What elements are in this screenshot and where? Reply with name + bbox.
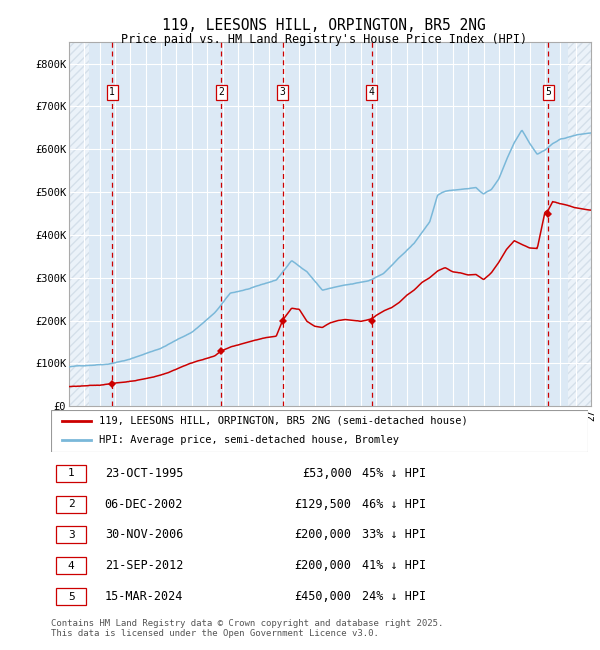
Text: 5: 5	[68, 592, 74, 602]
Text: £129,500: £129,500	[295, 497, 352, 510]
FancyBboxPatch shape	[51, 410, 588, 452]
Text: 06-DEC-2002: 06-DEC-2002	[105, 497, 183, 510]
FancyBboxPatch shape	[56, 495, 86, 512]
Text: HPI: Average price, semi-detached house, Bromley: HPI: Average price, semi-detached house,…	[100, 436, 400, 445]
FancyBboxPatch shape	[56, 465, 86, 482]
Text: Price paid vs. HM Land Registry's House Price Index (HPI): Price paid vs. HM Land Registry's House …	[121, 32, 527, 46]
Text: 30-NOV-2006: 30-NOV-2006	[105, 528, 183, 541]
Text: 2: 2	[68, 499, 74, 509]
Text: 45% ↓ HPI: 45% ↓ HPI	[362, 467, 427, 480]
Text: 3: 3	[68, 530, 74, 540]
Text: 4: 4	[68, 561, 74, 571]
Text: £200,000: £200,000	[295, 528, 352, 541]
Text: 46% ↓ HPI: 46% ↓ HPI	[362, 497, 427, 510]
FancyBboxPatch shape	[56, 526, 86, 543]
FancyBboxPatch shape	[56, 558, 86, 575]
Text: £200,000: £200,000	[295, 560, 352, 573]
Text: 41% ↓ HPI: 41% ↓ HPI	[362, 560, 427, 573]
Text: 21-SEP-2012: 21-SEP-2012	[105, 560, 183, 573]
FancyBboxPatch shape	[56, 588, 86, 605]
Text: £53,000: £53,000	[302, 467, 352, 480]
Text: 23-OCT-1995: 23-OCT-1995	[105, 467, 183, 480]
Text: 3: 3	[280, 88, 286, 97]
Text: 24% ↓ HPI: 24% ↓ HPI	[362, 590, 427, 603]
Text: 119, LEESONS HILL, ORPINGTON, BR5 2NG (semi-detached house): 119, LEESONS HILL, ORPINGTON, BR5 2NG (s…	[100, 416, 468, 426]
Text: 1: 1	[68, 468, 74, 478]
Text: 119, LEESONS HILL, ORPINGTON, BR5 2NG: 119, LEESONS HILL, ORPINGTON, BR5 2NG	[162, 18, 486, 33]
Text: £450,000: £450,000	[295, 590, 352, 603]
Text: 1: 1	[109, 88, 115, 97]
Text: 2: 2	[218, 88, 224, 97]
Text: Contains HM Land Registry data © Crown copyright and database right 2025.
This d: Contains HM Land Registry data © Crown c…	[51, 619, 443, 638]
Text: 4: 4	[369, 88, 374, 97]
Text: 33% ↓ HPI: 33% ↓ HPI	[362, 528, 427, 541]
Text: 5: 5	[545, 88, 551, 97]
Text: 15-MAR-2024: 15-MAR-2024	[105, 590, 183, 603]
